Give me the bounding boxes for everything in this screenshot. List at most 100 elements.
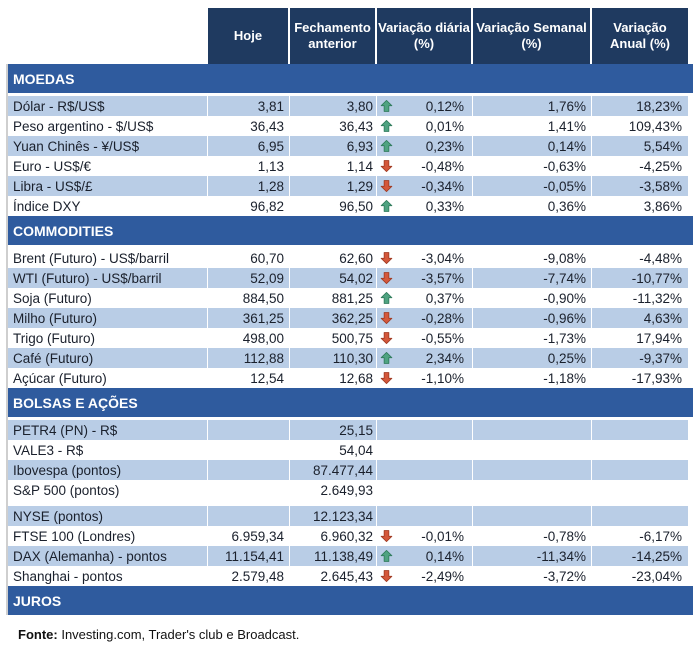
cell-label: WTI (Futuro) - US$/barril xyxy=(8,268,208,288)
cell-label: FTSE 100 (Londres) xyxy=(8,526,208,546)
source-footer-label: Fonte: xyxy=(18,627,58,642)
cell-variacao-semanal: -9,08% xyxy=(473,248,592,268)
cell-variacao-anual: 4,63% xyxy=(592,308,688,328)
cell-label: Ibovespa (pontos) xyxy=(8,460,208,480)
cell-variacao-diaria xyxy=(377,420,473,440)
arrow-placeholder xyxy=(379,423,394,438)
cell-fechamento-anterior: 87.477,44 xyxy=(290,460,377,480)
cell-fechamento-anterior: 62,60 xyxy=(290,248,377,268)
arrow-up-icon xyxy=(379,199,394,214)
cell-hoje: 6,95 xyxy=(208,136,290,156)
variacao-diaria-value: -0,28% xyxy=(421,310,464,326)
cell-fechamento-anterior: 1,29 xyxy=(290,176,377,196)
variacao-diaria-value: -3,04% xyxy=(421,250,464,266)
cell-variacao-diaria: 0,01% xyxy=(377,116,473,136)
cell-variacao-anual: -9,37% xyxy=(592,348,688,368)
cell-label: Café (Futuro) xyxy=(8,348,208,368)
cell-variacao-diaria: -0,48% xyxy=(377,156,473,176)
table-row: Dólar - R$/US$ 3,81 3,80 0,12% 1,76% 18,23% xyxy=(8,96,688,116)
section-title: MOEDAS xyxy=(13,70,75,87)
cell-variacao-diaria xyxy=(377,480,473,500)
cell-variacao-semanal: 0,25% xyxy=(473,348,592,368)
table-row: Trigo (Futuro) 498,00 500,75 -0,55% -1,73% 17… xyxy=(8,328,688,348)
cell-variacao-semanal: -7,74% xyxy=(473,268,592,288)
cell-label: Açúcar (Futuro) xyxy=(8,368,208,388)
cell-variacao-anual xyxy=(592,440,688,460)
variacao-diaria-value: 0,12% xyxy=(425,98,464,114)
cell-fechamento-anterior: 2.649,93 xyxy=(290,480,377,500)
table-row: Café (Futuro) 112,88 110,30 2,34% 0,25% -9,37… xyxy=(8,348,688,368)
cell-variacao-anual: 17,94% xyxy=(636,330,682,346)
arrow-down-icon xyxy=(379,251,394,266)
cell-variacao-anual: -10,77% xyxy=(592,268,688,288)
cell-fechamento-anterior: 25,15 xyxy=(290,420,377,440)
table-row: Soja (Futuro) 884,50 881,25 0,37% -0,90% -11,… xyxy=(8,288,688,308)
arrow-up-icon xyxy=(379,99,394,114)
cell-label: Dólar - R$/US$ xyxy=(8,96,208,116)
cell-variacao-diaria: -0,01% xyxy=(377,526,473,546)
cell-variacao-semanal: -0,96% xyxy=(473,308,592,328)
cell-hoje xyxy=(208,460,290,480)
arrow-down-icon xyxy=(379,569,394,584)
table-row: Açúcar (Futuro) 12,54 12,68 -1,10% -1,18% -17… xyxy=(8,368,688,388)
cell-hoje xyxy=(208,480,290,500)
cell-label: Milho (Futuro) xyxy=(8,308,208,328)
variacao-diaria-value: -1,10% xyxy=(421,370,464,386)
cell-fechamento-anterior: 36,43 xyxy=(290,116,377,136)
cell-variacao-anual xyxy=(592,506,688,526)
section-header-moedas: MOEDAS xyxy=(8,64,693,96)
row-spacer xyxy=(8,500,688,506)
arrow-up-icon xyxy=(379,139,394,154)
cell-label: Soja (Futuro) xyxy=(8,288,208,308)
cell-variacao-semanal: -0,78% xyxy=(473,526,592,546)
cell-variacao-anual: -23,04% xyxy=(631,568,682,584)
cell-variacao-semanal: 1,41% xyxy=(473,116,592,136)
column-header-variacao-diaria: Variação diária (%) xyxy=(377,8,473,64)
cell-variacao-semanal: -0,05% xyxy=(473,176,592,196)
cell-variacao-diaria: -0,34% xyxy=(377,176,473,196)
table-row: Índice DXY 96,82 96,50 0,33% 0,36% 3,86% xyxy=(8,196,688,216)
cell-variacao-anual: -17,93% xyxy=(631,370,682,386)
arrow-placeholder xyxy=(379,443,394,458)
variacao-diaria-value: 0,01% xyxy=(425,118,464,134)
cell-fechamento-anterior: 11.138,49 xyxy=(290,546,377,566)
cell-variacao-anual: -6,17% xyxy=(639,528,682,544)
cell-variacao-semanal: -11,34% xyxy=(473,546,592,566)
cell-hoje: 3,81 xyxy=(208,96,290,116)
table-row: Euro - US$/€ 1,13 1,14 -0,48% -0,63% -4,25% xyxy=(8,156,688,176)
arrow-placeholder xyxy=(379,463,394,478)
variacao-diaria-value: -0,48% xyxy=(421,158,464,174)
cell-variacao-diaria: -3,04% xyxy=(377,248,473,268)
cell-variacao-semanal: -3,72% xyxy=(473,566,592,586)
variacao-diaria-value: -0,34% xyxy=(421,178,464,194)
cell-variacao-diaria xyxy=(377,460,473,480)
cell-hoje: 52,09 xyxy=(208,268,290,288)
cell-fechamento-anterior: 881,25 xyxy=(290,288,377,308)
table-row: Milho (Futuro) 361,25 362,25 -0,28% -0,96% 4,… xyxy=(8,308,688,328)
cell-variacao-diaria: 0,37% xyxy=(377,288,473,308)
cell-label: Trigo (Futuro) xyxy=(8,328,208,348)
cell-label: Índice DXY xyxy=(8,196,208,216)
cell-fechamento-anterior: 12.123,34 xyxy=(290,506,377,526)
sheet-left-border xyxy=(6,64,8,615)
cell-variacao-semanal xyxy=(473,440,592,460)
cell-variacao-anual xyxy=(592,420,688,440)
cell-fechamento-anterior: 3,80 xyxy=(290,96,377,116)
cell-variacao-diaria: 0,23% xyxy=(377,136,473,156)
variacao-diaria-value: -3,57% xyxy=(421,270,464,286)
cell-variacao-anual xyxy=(592,480,688,500)
cell-hoje: 96,82 xyxy=(208,196,290,216)
section-header-juros: JUROS xyxy=(8,586,693,618)
cell-variacao-semanal: -1,73% xyxy=(473,328,592,348)
source-footer: Fonte: Investing.com, Trader's club e Br… xyxy=(8,627,696,642)
source-footer-text: Investing.com, Trader's club e Broadcast… xyxy=(57,627,300,642)
cell-variacao-anual: 109,43% xyxy=(628,118,682,134)
cell-fechamento-anterior: 6.960,32 xyxy=(290,526,377,546)
table-row: Shanghai - pontos 2.579,48 2.645,43 -2,49% -… xyxy=(8,566,688,586)
section-header-commodities: COMMODITIES xyxy=(8,216,693,248)
column-header-fechamento-anterior: Fechamento anterior xyxy=(290,8,377,64)
cell-variacao-diaria: 0,12% xyxy=(377,96,473,116)
cell-hoje: 884,50 xyxy=(208,288,290,308)
arrow-up-icon xyxy=(379,119,394,134)
cell-hoje: 361,25 xyxy=(208,308,290,328)
